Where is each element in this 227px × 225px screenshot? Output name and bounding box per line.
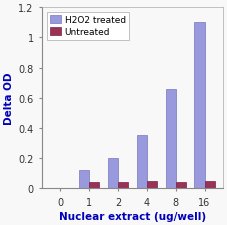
X-axis label: Nuclear extract (ug/well): Nuclear extract (ug/well) [59, 211, 206, 221]
Y-axis label: Delta OD: Delta OD [4, 72, 14, 124]
Bar [118, 182, 128, 189]
Bar [108, 158, 118, 189]
Bar [147, 181, 157, 189]
Bar [195, 23, 205, 189]
Bar [176, 182, 186, 189]
Bar [137, 136, 147, 189]
Bar [89, 182, 99, 189]
Bar [79, 171, 89, 189]
Bar [166, 89, 176, 189]
Legend: H2O2 treated, Untreated: H2O2 treated, Untreated [47, 13, 129, 40]
Bar [205, 181, 215, 189]
